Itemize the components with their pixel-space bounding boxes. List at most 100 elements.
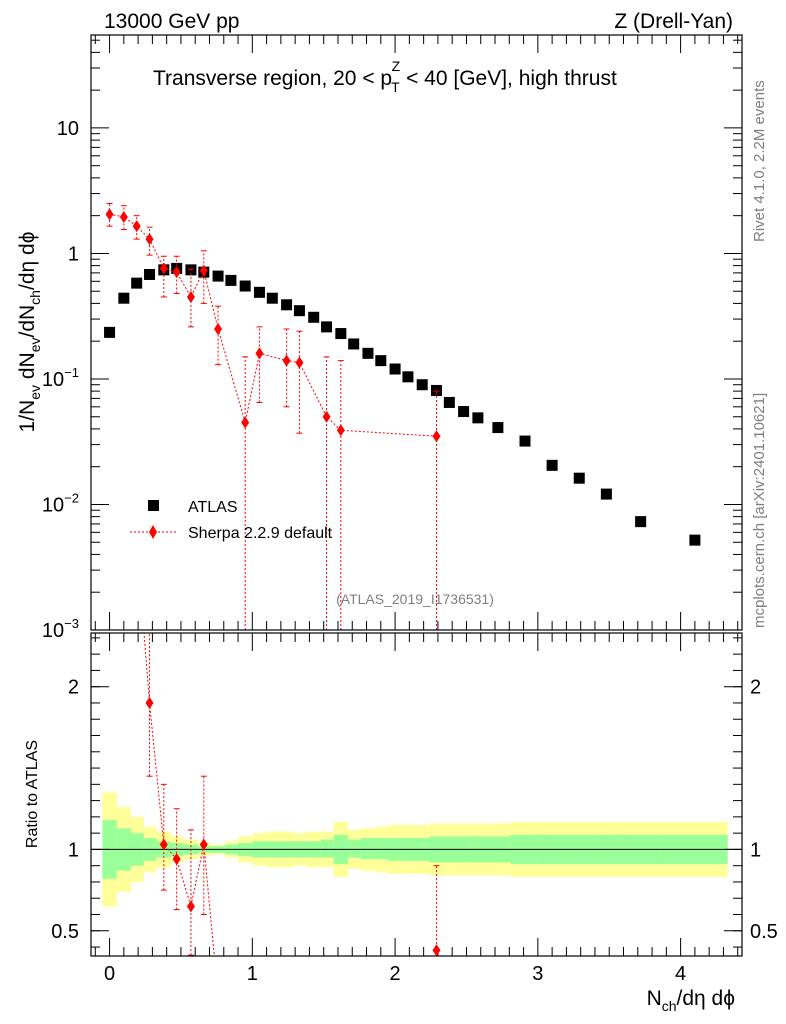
sherpa-point: [214, 323, 223, 336]
main-data: [104, 202, 701, 630]
main-y-axis-label: 1/Nev dNev/dNch/dη dϕ: [16, 232, 43, 433]
header-left: 13000 GeV pp: [104, 10, 239, 33]
ratio-sherpa-line: [203, 844, 215, 956]
atlas-point: [225, 274, 237, 286]
atlas-point: [472, 412, 484, 424]
ratio-sherpa-point: [186, 900, 195, 913]
atlas-point: [416, 379, 428, 391]
ratio-axis-ticks: 2 2 1 1 0.5 0.5 0 1 2 3 4: [51, 633, 778, 985]
atlas-point: [389, 363, 401, 375]
sherpa-point: [159, 262, 168, 275]
ratio-frame: [90, 632, 743, 957]
sherpa-point: [132, 220, 141, 233]
atlas-point: [362, 347, 374, 359]
atlas-point: [443, 396, 455, 408]
sherpa-point: [255, 347, 264, 360]
ratio-tick-label-left: 1: [68, 839, 79, 861]
sherpa-point: [282, 354, 291, 367]
atlas-point: [253, 286, 265, 298]
atlas-point: [131, 277, 143, 289]
atlas-point: [212, 270, 224, 282]
ratio-sherpa-point: [432, 944, 441, 956]
ratio-sherpa-line: [143, 633, 151, 704]
ratio-sherpa-point: [145, 696, 154, 709]
atlas-point: [375, 355, 387, 367]
plot-title-sup: Z: [392, 58, 401, 74]
header-right: Z (Drell-Yan): [614, 10, 733, 33]
main-frame: [90, 34, 743, 631]
atlas-point: [266, 292, 278, 304]
x-tick-label: 2: [390, 963, 401, 985]
ratio-tick-label-right: 1: [750, 839, 761, 861]
x-axis-label: Nch/dη dϕ: [647, 987, 735, 1014]
x-tick-label: 0: [104, 963, 115, 985]
atlas-point: [689, 534, 701, 546]
legend: ATLAS Sherpa 2.2.9 default: [130, 499, 333, 542]
sherpa-point: [241, 416, 250, 429]
atlas-point: [281, 299, 293, 311]
sherpa-line: [109, 213, 437, 437]
ratio-tick-label-right: 0.5: [750, 921, 778, 943]
ratio-sherpa-point: [199, 838, 208, 851]
ratio-inner-band: [320, 839, 334, 858]
atlas-point: [118, 292, 130, 304]
atlas-point: [635, 516, 647, 528]
ratio-tick-label-left: 0.5: [51, 921, 79, 943]
legend-sherpa-label: Sherpa 2.2.9 default: [188, 525, 333, 542]
ratio-sherpa-point: [159, 838, 168, 851]
plot-title: Transverse region, 20 < pTZ < 40 [GeV], …: [153, 58, 617, 95]
sherpa-point: [119, 211, 128, 224]
atlas-point: [492, 422, 504, 434]
legend-sherpa-marker: [149, 525, 157, 539]
ratio-inner-band: [360, 838, 376, 860]
sherpa-point: [172, 266, 181, 279]
legend-atlas-label: ATLAS: [188, 499, 238, 516]
mcplots-label: mcplots.cern.ch [arXiv:2401.10621]: [751, 393, 768, 628]
atlas-point: [402, 371, 414, 383]
atlas-point: [600, 488, 612, 500]
sherpa-point: [322, 410, 331, 423]
ratio-inner-band: [375, 838, 388, 860]
x-tick-label: 4: [675, 963, 686, 985]
sherpa-point: [186, 290, 195, 303]
x-tick-label: 1: [247, 963, 258, 985]
plot-title-suffix: < 40 [GeV], high thrust: [400, 67, 617, 90]
atlas-point: [144, 268, 156, 280]
plot-title-prefix: Transverse region, 20 < p: [153, 67, 392, 90]
atlas-point: [546, 459, 558, 471]
ratio-panel: 2 2 1 1 0.5 0.5 0 1 2 3 4 Ratio to ATLAS: [24, 632, 778, 985]
sherpa-point: [145, 233, 154, 246]
sherpa-point: [432, 430, 441, 443]
ratio-tick-label-left: 2: [68, 677, 79, 699]
y-tick-label: 1: [68, 243, 79, 265]
watermark: (ATLAS_2019_I1736531): [336, 591, 494, 607]
plot-title-sub: T: [391, 79, 400, 95]
y-tick-label: 10−1: [42, 365, 79, 391]
atlas-point: [321, 321, 333, 333]
sherpa-point: [105, 208, 114, 221]
atlas-point: [458, 406, 470, 418]
sherpa-point: [295, 356, 304, 369]
main-panel: (ATLAS_2019_I1736531) 10 1 10−1 10−2 10−3 Tr…: [16, 34, 743, 642]
x-tick-label: 3: [532, 963, 543, 985]
atlas-point: [519, 435, 531, 447]
atlas-point: [293, 305, 305, 317]
rivet-label: Rivet 4.1.0, 2.2M events: [751, 80, 768, 242]
ratio-sherpa-point: [172, 853, 181, 866]
y-tick-label: 10: [57, 118, 79, 140]
atlas-point: [348, 338, 360, 350]
main-axis-ticks: 10 1 10−1 10−2 10−3: [42, 35, 742, 642]
atlas-point: [239, 280, 251, 292]
atlas-point: [573, 472, 585, 484]
atlas-point: [335, 328, 347, 340]
atlas-point: [308, 311, 320, 323]
y-tick-label: 10−2: [42, 490, 79, 516]
atlas-point: [104, 326, 116, 338]
ratio-inner-band: [347, 839, 361, 858]
ratio-data: [143, 633, 441, 956]
sherpa-point: [199, 264, 208, 277]
sherpa-point: [336, 424, 345, 437]
ratio-y-axis-label: Ratio to ATLAS: [24, 740, 41, 848]
y-tick-label: 10−3: [42, 616, 79, 642]
atlas-point: [430, 384, 442, 396]
